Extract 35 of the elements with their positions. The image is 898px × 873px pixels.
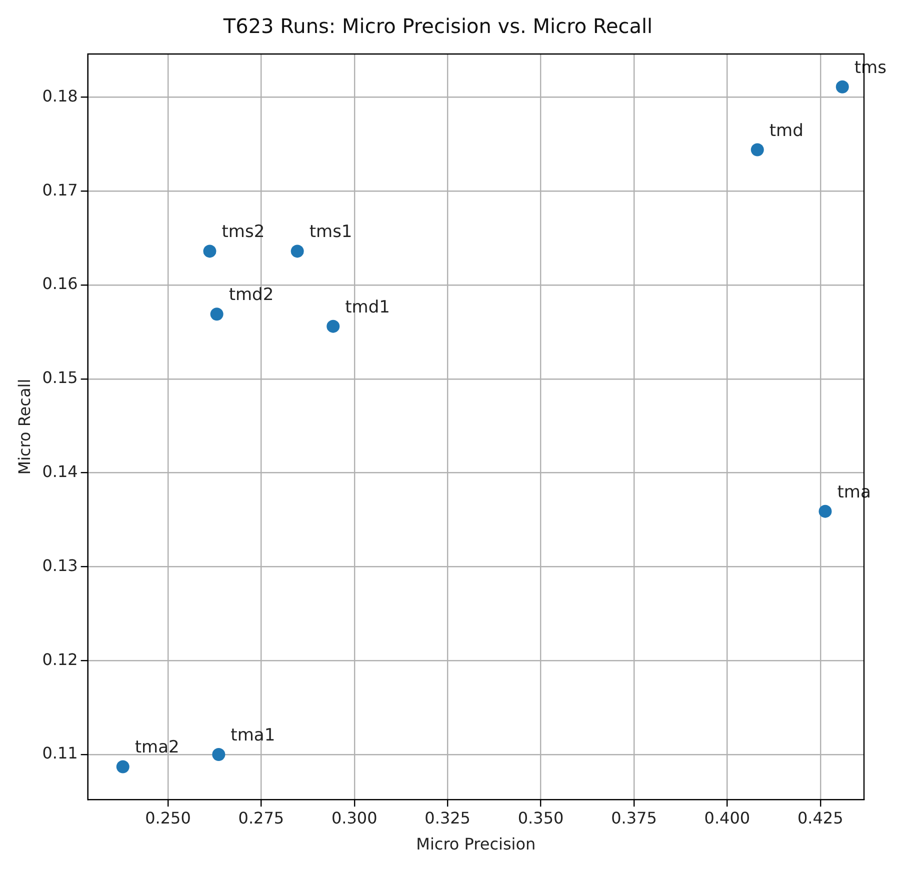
- point: [290, 244, 304, 258]
- x-tick-label: 0.350: [518, 808, 564, 828]
- annotation: tma1: [230, 726, 276, 746]
- point: [116, 760, 130, 774]
- point: [212, 748, 226, 762]
- point: [836, 80, 849, 94]
- y-tick-label: 0.16: [42, 274, 78, 294]
- annotation: tmd: [769, 120, 804, 141]
- point: [210, 308, 224, 321]
- point: [203, 244, 216, 258]
- y-axis-title: Micro Recall: [14, 378, 34, 475]
- y-tick-label: 0.11: [42, 744, 78, 763]
- x-tick-label: 0.325: [424, 808, 470, 828]
- chart-title: T623 Runs: Micro Precision vs. Micro Recall: [222, 14, 653, 38]
- point: [818, 504, 832, 518]
- annotation: tma2: [134, 738, 180, 758]
- point: [750, 143, 764, 156]
- point: [326, 320, 340, 333]
- x-tick-label: 0.300: [331, 808, 378, 828]
- x-tick-label: 0.425: [797, 808, 844, 828]
- annotation: tmd2: [228, 285, 274, 306]
- y-tick-label: 0.15: [42, 368, 78, 388]
- x-tick-label: 0.250: [145, 808, 191, 828]
- x-tick-label: 0.375: [611, 808, 657, 828]
- y-tick-label: 0.17: [42, 180, 78, 200]
- annotation: tms1: [309, 222, 352, 242]
- y-tick-label: 0.14: [42, 462, 78, 481]
- x-axis-title: Micro Precision: [416, 834, 536, 854]
- y-tick-label: 0.13: [42, 556, 78, 575]
- y-tick-label: 0.18: [42, 86, 78, 106]
- x-tick-label: 0.275: [238, 808, 284, 828]
- x-tick-label: 0.400: [704, 808, 750, 828]
- annotation: tms2: [222, 222, 265, 242]
- y-tick-label: 0.12: [42, 650, 78, 669]
- annotation: tmd1: [345, 297, 390, 318]
